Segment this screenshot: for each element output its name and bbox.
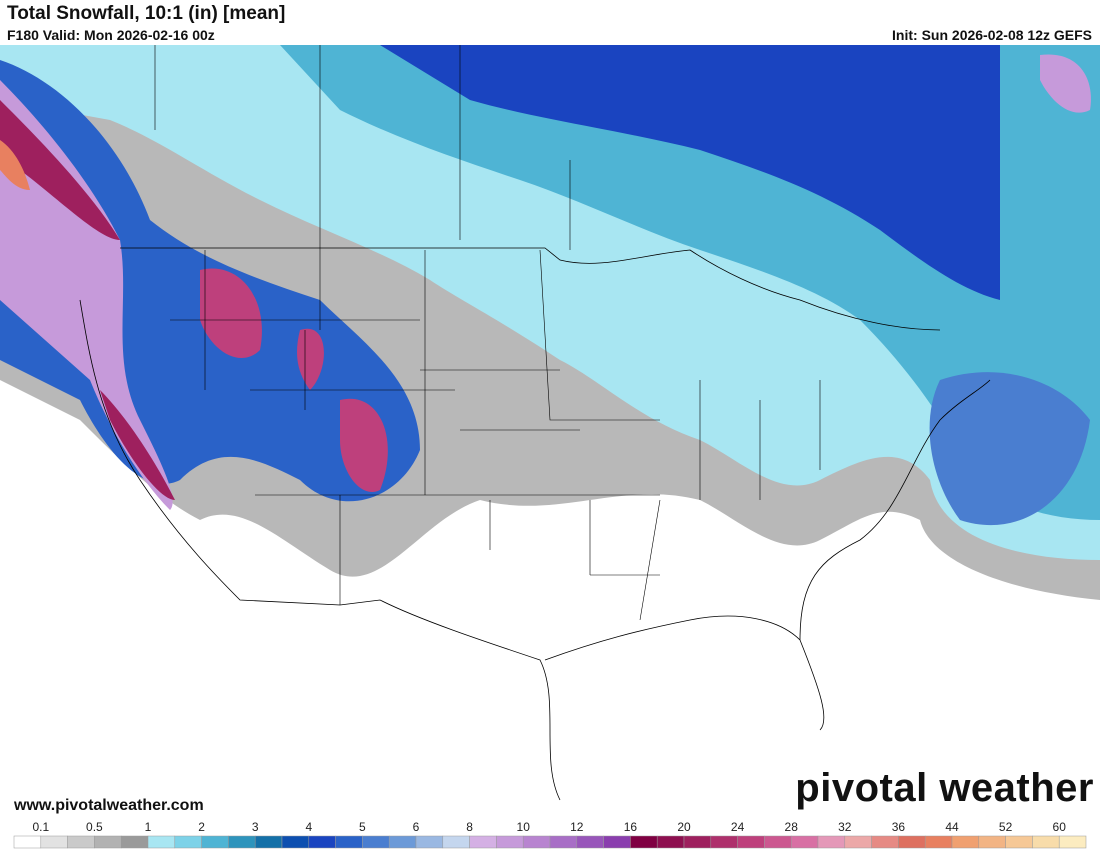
legend-swatch (120, 835, 149, 849)
legend-swatch (656, 835, 685, 849)
shade-magenta (200, 268, 388, 492)
legend-swatch (496, 835, 524, 849)
legend-swatch (201, 835, 229, 849)
legend-label: 0.1 (32, 820, 49, 834)
legend-label: 6 (413, 820, 420, 834)
legend-swatch (1058, 835, 1087, 849)
legend-swatch (147, 835, 176, 849)
legend-swatch (710, 835, 738, 849)
legend-label: 3 (252, 820, 259, 834)
legend-swatch (1032, 835, 1060, 849)
legend-label: 20 (677, 820, 691, 834)
legend-label: 32 (838, 820, 852, 834)
legend-label: 16 (624, 820, 638, 834)
legend-swatch (254, 835, 283, 849)
legend-swatch (683, 835, 712, 849)
legend-label: 10 (517, 820, 531, 834)
legend-swatch (67, 835, 95, 849)
brand: pivotal weather (795, 766, 1094, 810)
legend-swatch (281, 835, 310, 849)
legend-swatch (335, 835, 363, 849)
legend-swatch (603, 835, 631, 849)
legend-label: 36 (892, 820, 906, 834)
legend-swatch (871, 835, 899, 849)
legend-swatch (308, 835, 336, 849)
boundaries (79, 45, 991, 801)
legend-swatch (924, 835, 953, 849)
legend-swatch (790, 835, 819, 849)
legend-label: 28 (785, 820, 799, 834)
legend-swatch (764, 835, 792, 849)
legend-label: 5 (359, 820, 366, 834)
legend-label: 52 (999, 820, 1013, 834)
state-lines (154, 45, 821, 621)
legend-swatch (442, 835, 470, 849)
legend-swatch (469, 835, 497, 849)
legend-label: 8 (466, 820, 473, 834)
shade-orange (0, 140, 30, 190)
legend-label: 60 (1053, 820, 1067, 834)
legend-swatch (576, 835, 604, 849)
legend-swatch (844, 835, 872, 849)
legend-swatch (362, 835, 390, 849)
legend-swatch (817, 835, 846, 849)
border-us-canada (120, 247, 941, 331)
legend-swatch (40, 835, 68, 849)
legend-swatch (1005, 835, 1033, 849)
init-time: Init: Sun 2026-02-08 12z GEFS (892, 27, 1092, 43)
legend-label: 24 (731, 820, 745, 834)
legend-label: 12 (570, 820, 584, 834)
shade-maroon (0, 100, 175, 500)
legend-label: 2 (198, 820, 205, 834)
border-coast-se (544, 379, 991, 731)
legend-swatch (737, 835, 765, 849)
legend-swatch (388, 835, 417, 849)
legend-label: 1 (145, 820, 152, 834)
legend-label: 44 (945, 820, 959, 834)
legend-swatch (228, 835, 256, 849)
legend-swatch (951, 835, 980, 849)
legend-swatch (978, 835, 1006, 849)
legend-swatch (94, 835, 122, 849)
site-url: www.pivotalweather.com (14, 797, 204, 814)
legend-swatch (174, 835, 202, 849)
shade-ne-purple (1040, 54, 1091, 113)
legend-swatch (415, 835, 444, 849)
legend-swatch (630, 835, 658, 849)
legend: 0.1 0.5 1 2 3 4 5 6 8 10 12 16 20 24 28 32 36 44 52 60 (0, 818, 1100, 850)
snowfall-shading (0, 45, 1100, 600)
shade-atlantic (929, 372, 1090, 526)
shade-blue (380, 45, 1000, 300)
legend-swatch (522, 835, 551, 849)
legend-swatch (13, 835, 42, 849)
legend-label: 0.5 (86, 820, 103, 834)
valid-time: F180 Valid: Mon 2026-02-16 00z (7, 27, 215, 43)
legend-swatch (898, 835, 926, 849)
legend-swatch (549, 835, 578, 849)
title: Total Snowfall, 10:1 (in) [mean] (7, 3, 286, 24)
legend-label: 4 (305, 820, 312, 834)
